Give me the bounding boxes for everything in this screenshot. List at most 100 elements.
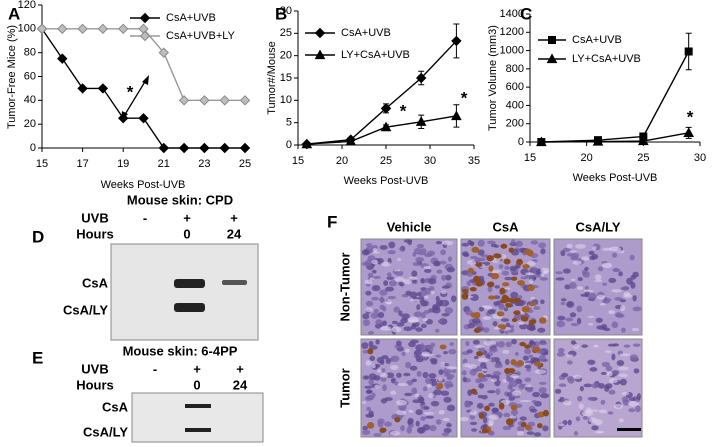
nucleus	[519, 323, 528, 330]
cell-space	[572, 374, 582, 380]
marker	[301, 138, 313, 149]
cell-space	[430, 290, 435, 295]
nucleus	[617, 313, 625, 318]
stained-nucleus	[496, 311, 505, 317]
cell-space	[570, 278, 576, 281]
nucleus	[416, 426, 426, 434]
nucleus	[611, 370, 620, 375]
cell-space	[594, 431, 604, 434]
nucleus	[425, 415, 435, 419]
nucleus	[582, 415, 589, 420]
nucleus	[369, 355, 376, 362]
nucleus	[509, 265, 517, 272]
nucleus	[583, 383, 593, 388]
cell-space	[580, 256, 590, 261]
nucleus	[591, 425, 599, 431]
cell-space	[519, 400, 532, 403]
nucleus	[443, 396, 452, 403]
nucleus	[420, 277, 425, 284]
stained-nucleus	[520, 315, 529, 322]
nucleus	[555, 271, 563, 275]
nucleus	[371, 296, 379, 301]
marker	[683, 127, 695, 137]
cell-space	[566, 243, 573, 249]
nucleus	[621, 327, 626, 333]
cell-space	[474, 345, 486, 349]
stained-nucleus	[508, 298, 516, 303]
nucleus	[482, 416, 488, 424]
nucleus	[428, 373, 437, 379]
nucleus	[605, 365, 613, 372]
cell-space	[426, 384, 433, 388]
nucleus	[477, 249, 485, 256]
nucleus	[377, 421, 384, 428]
nucleus	[405, 361, 412, 369]
nucleus	[375, 339, 380, 345]
nucleus	[371, 285, 381, 292]
nucleus	[406, 426, 413, 434]
cell-space	[364, 279, 373, 285]
nucleus	[461, 251, 469, 257]
nucleus	[517, 425, 525, 432]
nucleus	[422, 386, 428, 392]
cell-space	[540, 267, 550, 274]
nucleus	[566, 300, 575, 308]
legend-label: LY+CsA+UVB	[341, 49, 410, 61]
stained-nucleus	[477, 373, 484, 379]
nucleus	[450, 295, 457, 303]
y-tick-label: 1400	[500, 8, 524, 20]
nucleus	[498, 264, 504, 269]
nucleus	[501, 270, 510, 276]
nucleus	[412, 251, 417, 257]
y-tick-label: 0	[286, 139, 292, 151]
nucleus	[620, 286, 630, 291]
cell-space	[408, 409, 414, 414]
panel-label: A	[8, 4, 20, 23]
nucleus	[562, 247, 571, 252]
nucleus	[435, 240, 442, 245]
cell-space	[601, 247, 613, 251]
cell-space	[459, 416, 469, 422]
x-tick-label: 15	[524, 152, 536, 164]
nucleus	[581, 269, 588, 275]
stained-nucleus	[505, 302, 512, 308]
nucleus	[386, 276, 395, 280]
y-tick-label: 400	[506, 99, 524, 111]
nucleus	[601, 361, 610, 368]
cell-space	[490, 269, 502, 274]
x-axis-label: Weeks Post-UVB	[101, 179, 186, 191]
nucleus	[361, 342, 369, 349]
nucleus	[629, 254, 635, 261]
nucleus	[446, 376, 453, 381]
arrow	[121, 75, 149, 121]
cell-space	[524, 384, 533, 388]
cell-space	[482, 316, 492, 321]
cell-space	[562, 400, 572, 406]
marker	[57, 23, 68, 35]
cell-space	[438, 410, 445, 415]
cell-space	[618, 373, 629, 378]
cell-space	[504, 287, 511, 290]
marker	[219, 95, 230, 106]
stained-nucleus	[528, 302, 537, 307]
nucleus	[505, 358, 510, 365]
nucleus	[411, 378, 418, 383]
marker	[451, 35, 462, 47]
panel-label: F	[327, 212, 337, 231]
nucleus	[514, 351, 519, 357]
nucleus	[472, 339, 480, 345]
nucleus	[556, 352, 565, 357]
y-tick-label: 0	[30, 142, 36, 154]
nucleus	[362, 313, 370, 320]
x-tick-label: 25	[637, 152, 649, 164]
nucleus	[494, 363, 503, 369]
cell-space	[390, 364, 399, 370]
marker	[535, 136, 547, 147]
cell-space	[518, 321, 525, 325]
column-header: CsA	[492, 219, 519, 234]
nucleus	[504, 265, 510, 271]
y-tick-label: 40	[24, 94, 36, 106]
nucleus	[466, 280, 471, 287]
nucleus	[505, 341, 512, 348]
